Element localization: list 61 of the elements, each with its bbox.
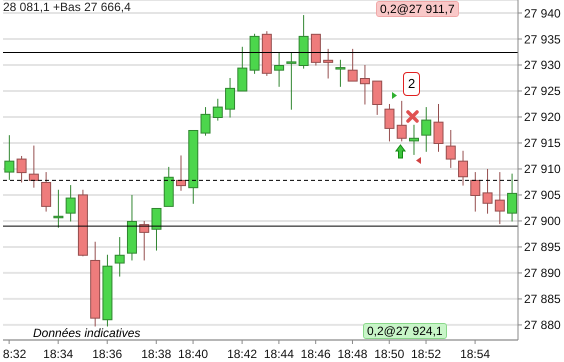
candlestick (66, 184, 76, 222)
candlestick (360, 64, 370, 105)
candlestick (225, 77, 236, 118)
y-tick-label: 27 935 (524, 32, 562, 46)
y-tick-label: 27 885 (524, 292, 562, 306)
candlestick (28, 145, 39, 188)
candlestick (482, 168, 493, 214)
x-tick-label: 18:34 (43, 347, 74, 361)
candlestick (335, 59, 346, 88)
candlestick (421, 106, 432, 152)
y-tick-label: 27 900 (524, 214, 562, 228)
candlestick (114, 236, 125, 278)
candlestick (494, 172, 505, 225)
y-tick-label: 27 915 (524, 136, 562, 150)
y-tick-label: 27 910 (524, 162, 562, 176)
candlestick (237, 46, 248, 92)
y-tick-label: 27 880 (524, 318, 562, 332)
x-tick-label: 18:44 (264, 347, 294, 361)
candlestick (41, 172, 52, 212)
x-tick-label: 18:54 (460, 347, 490, 361)
candlestick (16, 155, 27, 183)
candlestick (200, 106, 211, 136)
x-tick-label: 18:38 (141, 347, 172, 361)
y-tick-label: 27 895 (524, 240, 562, 254)
annotation: 28 081,1 +Bas 27 666,4 (3, 0, 131, 14)
y-tick-label: 27 930 (524, 58, 562, 72)
annotation: 2 (403, 72, 420, 96)
candlestick (4, 134, 14, 180)
y-tick-label: 27 920 (524, 110, 562, 124)
x-tick-label: 18:48 (337, 347, 368, 361)
x-tick-label: 18:42 (227, 347, 258, 361)
candlestick (286, 52, 296, 110)
x-tick-label: 18:40 (178, 347, 208, 361)
candlestick (348, 48, 358, 82)
annotation: Données indicatives (33, 326, 140, 340)
y-tick-label: 27 905 (524, 188, 562, 202)
x-tick-label: 18:46 (300, 347, 332, 361)
candlestick (176, 154, 186, 192)
candlestick (396, 100, 407, 142)
candlestick (212, 98, 223, 122)
y-tick-label: 27 940 (524, 6, 562, 20)
candlestick (446, 129, 456, 168)
candlestick (323, 48, 334, 79)
x-tick-label: 18:36 (92, 347, 123, 361)
candlestick (434, 103, 444, 152)
x-tick-label: 8:32 (2, 347, 27, 361)
x-tick-label: 18:52 (411, 347, 442, 361)
annotation: 0,2@27 911,7 (376, 1, 459, 17)
candlestick (274, 51, 284, 88)
candlestick (139, 220, 150, 261)
candlestick (151, 208, 162, 252)
candlestick (372, 80, 382, 116)
candlestick (408, 124, 419, 156)
candlestick (53, 189, 64, 228)
x-tick-label: 18:50 (374, 347, 405, 361)
annotation: 0,2@27 924,1 (363, 323, 447, 339)
y-tick-label: 27 925 (524, 84, 562, 98)
y-tick-label: 27 890 (524, 266, 562, 280)
candlestick (458, 150, 468, 186)
candlestick (470, 172, 480, 212)
candlestick (384, 103, 394, 142)
